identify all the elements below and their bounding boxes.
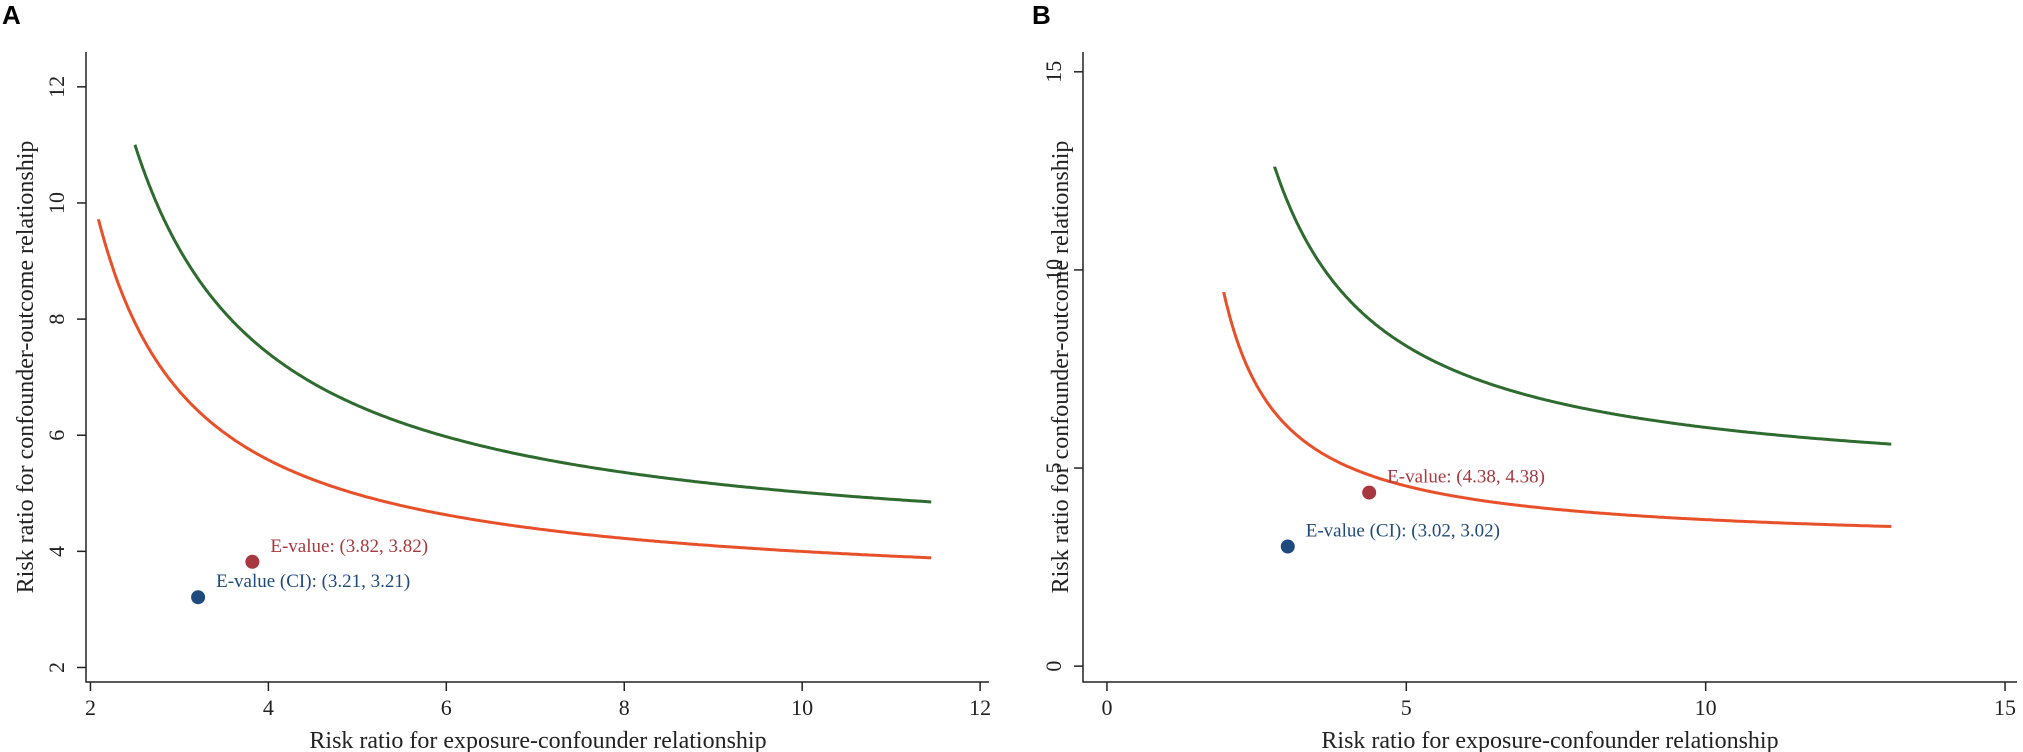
panel-b-curves <box>1222 166 1892 528</box>
panel-a-x-axis-title: Risk ratio for exposure-confounder relat… <box>309 728 766 752</box>
panel-a-axes <box>85 52 989 683</box>
panel-a-y-tick-label: 12 <box>44 76 69 98</box>
panel-b-x-tick-label: 0 <box>1101 695 1112 720</box>
panel-a-points: E-value: (3.82, 3.82) E-value (CI): (3.21… <box>191 536 428 605</box>
panel-b-y-tick-label: 5 <box>1041 463 1066 474</box>
panel-b-series-line <box>1222 291 1892 528</box>
panel-a-x-tick-label: 4 <box>263 695 274 720</box>
panel-a-series-line <box>97 219 932 560</box>
panel-b-point <box>1362 485 1377 500</box>
panel-a-x-tick-label: 6 <box>441 695 452 720</box>
panel-a-curves <box>97 144 932 560</box>
panel-a-x-tick-label: 2 <box>85 695 96 720</box>
panel-a-point-label: E-value (CI): (3.21, 3.21) <box>216 571 410 592</box>
panel-b-letter: B <box>1032 0 1051 30</box>
panel-a-y-tick-label: 2 <box>44 662 69 673</box>
panel-b-x-tick-label: 5 <box>1401 695 1412 720</box>
panel-b-points: E-value: (4.38, 4.38) E-value (CI): (3.02… <box>1280 467 1545 554</box>
panel-a: A Risk ratio for exposure-confounder rel… <box>2 0 991 752</box>
panel-b-y-tick-label: 15 <box>1041 61 1066 83</box>
panel-b-y-tick-label: 0 <box>1041 661 1066 672</box>
panel-b-point-label: E-value (CI): (3.02, 3.02) <box>1306 520 1500 541</box>
panel-b-point <box>1280 539 1295 554</box>
panel-b-ticks: 0 5 10 15 0 5 10 15 <box>1041 61 2016 720</box>
panel-a-x-tick-label: 10 <box>791 695 813 720</box>
panel-b-x-axis-title: Risk ratio for exposure-confounder relat… <box>1321 728 1778 752</box>
panel-b-y-tick-label: 10 <box>1041 259 1066 281</box>
panel-b-point-label: E-value: (4.38, 4.38) <box>1387 467 1545 488</box>
panel-a-y-axis-title: Risk ratio for confounder-outcome relati… <box>13 141 39 594</box>
panel-b-x-tick-label: 15 <box>1994 695 2016 720</box>
panel-b-series-line <box>1273 166 1892 446</box>
panel-a-letter: A <box>2 0 21 30</box>
panel-a-point-label: E-value: (3.82, 3.82) <box>270 536 428 557</box>
panel-a-y-tick-label: 8 <box>44 314 69 325</box>
panel-b: B Risk ratio for exposure-confounder rel… <box>1032 0 2017 752</box>
panel-a-y-tick-label: 4 <box>44 546 69 557</box>
panel-a-y-tick-label: 6 <box>44 430 69 441</box>
panel-b-axes <box>1082 52 2017 683</box>
panel-a-point <box>245 554 260 569</box>
panel-a-series-line <box>133 144 932 504</box>
panel-b-y-axis-title: Risk ratio for confounder-outcome relati… <box>1048 141 1074 594</box>
panel-a-point <box>191 590 206 605</box>
panel-b-x-tick-label: 10 <box>1695 695 1717 720</box>
panel-a-ticks: 2 4 6 8 10 12 2 4 6 8 10 12 <box>44 76 991 720</box>
panel-a-x-tick-label: 8 <box>619 695 630 720</box>
panel-a-y-tick-label: 10 <box>44 192 69 214</box>
panel-a-x-tick-label: 12 <box>969 695 991 720</box>
